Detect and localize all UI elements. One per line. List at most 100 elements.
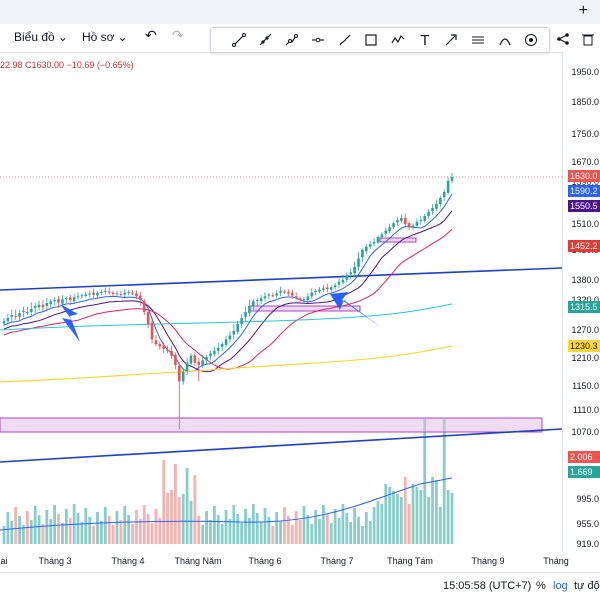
trend-line-icon[interactable] [229,30,249,50]
percent-toggle[interactable]: % [536,580,546,592]
volume-bar [45,510,49,544]
volume-bar [96,512,99,544]
time-axis-label: ai [0,556,8,566]
candle-body [411,225,415,228]
volume-bar [14,507,18,544]
volume-bar [131,524,134,544]
candle-body [439,198,442,204]
candle-body [403,218,407,224]
volume-bar [251,504,255,544]
price-badge: 1630.0 [568,170,600,182]
candle-body [45,303,49,306]
time-axis-label: Tháng 6 [248,556,282,566]
volume-bar [349,522,353,544]
brush-icon[interactable] [335,30,355,50]
volume-bar [99,521,103,544]
auto-scale-toggle[interactable]: tự động [574,580,600,592]
price-tick-label: 1380.0 [571,275,599,285]
price-tick-label: 1590.0 [571,177,599,187]
volume-bar [399,497,403,544]
annotation-arrow [60,304,80,342]
candle-body [380,234,384,237]
volume-bar [111,525,115,544]
candle-body [197,361,201,365]
volume-bar [6,512,10,544]
ray-icon[interactable] [255,30,275,50]
candle-body [400,218,403,221]
candle-body [267,294,271,296]
redo-icon[interactable]: ↷ [172,27,184,43]
candle-body [283,291,286,293]
ohlc-legend: 22.98 C1630.00 −10.69 (−0.65%) [0,60,134,70]
candle-body [123,292,127,295]
volume-ma-line [0,477,453,531]
arc-icon[interactable] [495,30,515,50]
undo-icon[interactable]: ↶ [145,27,157,43]
log-toggle[interactable]: log [553,580,568,592]
volume-bar [49,519,53,544]
arrow-icon[interactable] [441,30,461,50]
volume-bar [64,509,68,544]
profile-menu-button[interactable]: Hồ sơ ⌄ [82,30,128,44]
candle-body [322,288,325,290]
annotation-arrow [330,292,382,328]
volume-bar [450,493,454,544]
horizontal-line-icon[interactable] [308,30,328,50]
eye-icon[interactable] [521,30,541,50]
price-chart[interactable] [0,52,562,552]
candle-body [248,306,251,314]
price-tick-label: 1210.0 [571,353,599,363]
candle-body [80,295,84,297]
volume-bar [427,497,431,544]
volume-bar [446,490,450,544]
share-icon[interactable] [553,29,573,49]
candle-body [329,287,333,290]
volume-bar [18,516,21,544]
candle-body [275,293,278,296]
volume-bar [142,505,146,544]
volume-bar [22,525,25,544]
ma-yellow-line [0,345,453,383]
candle-body [337,281,341,285]
candle-body [361,250,364,258]
candle-body [135,293,138,297]
text-icon[interactable]: T [420,31,430,49]
volume-bar [407,504,411,544]
volume-bar [396,494,399,544]
volume-bar [306,515,310,544]
volume-bar [357,517,360,544]
candle-body [302,299,306,301]
pitchfork-icon[interactable] [281,30,301,50]
volume-bar [154,509,158,544]
volume-bar [103,507,107,544]
candle-body [236,324,240,332]
candle-body [119,294,123,296]
volume-bar [68,518,72,544]
price-tick-label: 919.0 [576,539,599,549]
candle-body [65,298,68,300]
window-top-bar: + [0,0,600,25]
delete-icon[interactable] [578,29,598,49]
candle-body [142,301,146,312]
add-tab-button[interactable]: + [578,2,588,19]
candle-body [244,312,247,317]
candle-body [61,299,64,304]
volume-bar [197,516,201,544]
rectangle-icon[interactable] [361,30,381,50]
volume-bar [298,520,302,544]
candle-body [263,296,267,299]
path-icon[interactable] [388,30,408,50]
volume-bar [368,521,372,544]
candle-body [216,347,220,351]
volume-bar [388,487,392,544]
volume-bar [431,477,434,544]
ma-teal-line [0,303,453,331]
volume-bar [212,506,216,544]
chart-menu-button[interactable]: Biểu đồ ⌄ [14,30,68,44]
volume-bar [361,526,364,544]
volume-bar [53,505,57,544]
candle-body [107,291,111,293]
time-axis-label: Tháng 7 [320,556,354,566]
parallel-channel-icon[interactable] [468,30,488,50]
time-axis-label: Tháng [543,556,569,566]
